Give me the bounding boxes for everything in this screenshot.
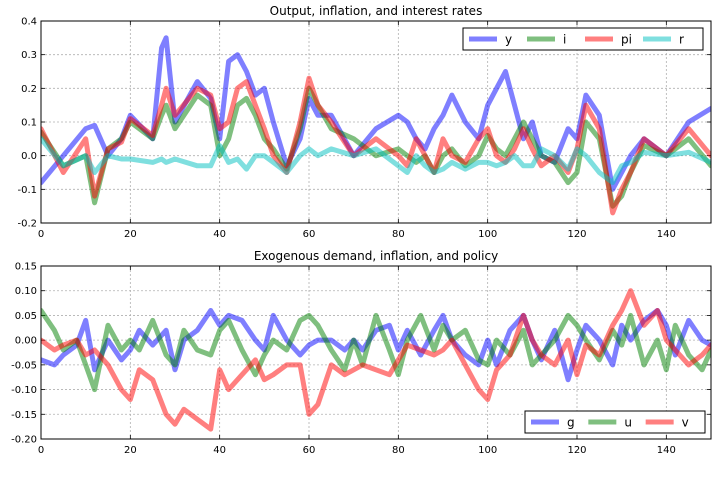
bottom-panel: 0 20 40 60 80 100 120 140 -0.20 -0.15 -0.10 -0.05 0.… [11, 249, 712, 456]
y-tick-label: -0.05 [11, 360, 37, 371]
x-tick-label: 20 [124, 445, 137, 456]
chart-title: Exogenous demand, inflation, and policy [254, 249, 498, 263]
y-tick-label: 0.2 [21, 84, 37, 95]
legend-label-v: v [682, 416, 689, 430]
series-group [41, 288, 711, 432]
x-tick-label: 60 [303, 229, 316, 240]
legend-label-i: i [563, 33, 566, 47]
y-tick-label: 0.05 [15, 311, 37, 322]
x-tick-label: 40 [213, 445, 226, 456]
series-line-u [41, 308, 711, 393]
plot-frame [40, 20, 712, 224]
x-tick-label: 120 [567, 229, 586, 240]
y-tick-label: 0.00 [15, 336, 37, 347]
y-tick-label: 0.1 [21, 118, 37, 129]
x-tick-label: 100 [478, 445, 497, 456]
chart-title: Output, inflation, and interest rates [270, 4, 483, 18]
series-group [41, 35, 711, 216]
x-tick-label: 0 [38, 445, 44, 456]
y-tick-label: -0.20 [11, 435, 37, 446]
x-tick-label: 80 [392, 229, 405, 240]
series-line-g [41, 308, 711, 383]
legend-label-g: g [567, 416, 575, 430]
y-tick-label: 0.10 [15, 286, 37, 297]
series-line-r [41, 136, 711, 186]
plot-frame [40, 265, 712, 440]
x-tick-label: 40 [213, 229, 226, 240]
x-tick-label: 60 [303, 445, 316, 456]
x-tick-label: 20 [124, 229, 137, 240]
x-tick-label: 80 [392, 445, 405, 456]
x-tick-label: 140 [657, 445, 676, 456]
legend-label-r: r [679, 33, 684, 47]
x-tick-label: 100 [478, 229, 497, 240]
legend-label-u: u [624, 416, 632, 430]
y-tick-label: -0.2 [17, 219, 37, 230]
legend-box [462, 27, 704, 51]
y-tick-label: -0.1 [17, 185, 37, 196]
x-tick-label: 0 [38, 229, 44, 240]
y-tick-label: -0.15 [11, 410, 37, 421]
y-tick-label: 0.0 [21, 151, 37, 162]
legend-label-pi: pi [621, 33, 632, 47]
y-tick-label: 0.15 [15, 262, 37, 273]
top-panel: 0 20 40 60 80 100 120 140 -0.2 -0.1 0.0 0.1 0.2 0.3 0.… [17, 4, 712, 240]
y-tick-label: -0.10 [11, 385, 37, 396]
series-line-i [41, 85, 711, 209]
legend-label-y: y [505, 33, 512, 47]
y-tick-label: 0.4 [21, 17, 37, 28]
x-tick-label: 140 [657, 229, 676, 240]
x-tick-label: 120 [567, 445, 586, 456]
legend: y i pi r [462, 27, 704, 51]
y-tick-label: 0.3 [21, 50, 37, 61]
series-line-v [41, 288, 711, 432]
